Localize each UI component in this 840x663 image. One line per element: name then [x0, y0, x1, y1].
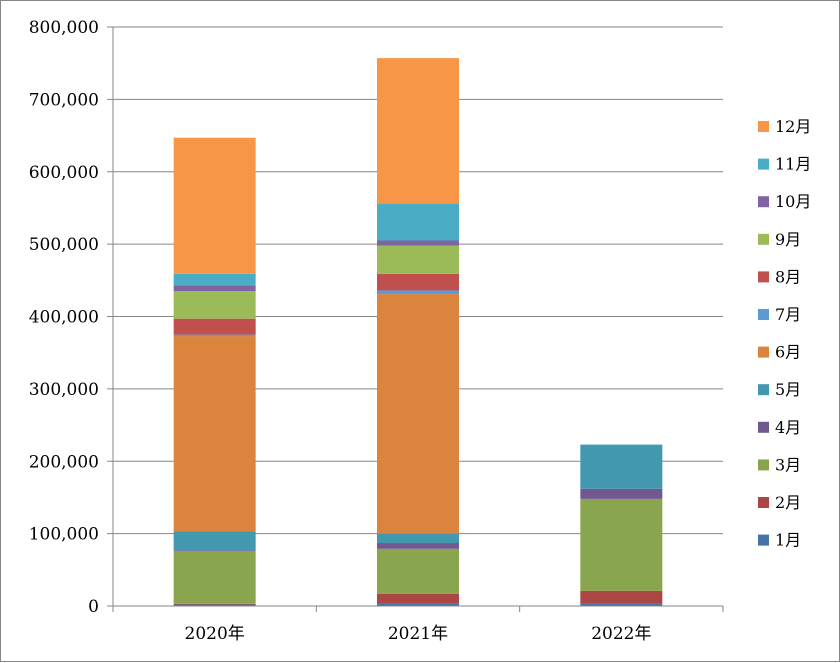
y-tick-label: 300,000 — [29, 380, 99, 400]
bar-segment — [377, 290, 459, 295]
legend-label: 8月 — [775, 267, 801, 286]
legend-swatch — [758, 497, 769, 508]
bars — [173, 58, 663, 606]
x-category-label: 2022年 — [591, 624, 651, 644]
bar-segment — [377, 240, 459, 246]
x-category-label: 2021年 — [388, 624, 448, 644]
bar-segment — [173, 285, 256, 292]
legend-label: 11月 — [775, 155, 811, 174]
y-tick-label: 400,000 — [29, 308, 99, 328]
bar-segment — [377, 203, 459, 241]
bar-segment — [580, 488, 663, 499]
bar-segment — [173, 137, 256, 274]
y-tick-label: 500,000 — [29, 235, 99, 255]
bar-segment — [377, 548, 459, 594]
y-tick-label: 200,000 — [29, 452, 99, 472]
y-tick-label: 700,000 — [29, 90, 99, 110]
bar-segment — [173, 318, 256, 335]
y-tick-labels: 0 100,000 200,000 300,000 400,000 500,000 600,… — [29, 18, 99, 617]
legend-swatch — [758, 121, 769, 132]
legend-swatch — [758, 459, 769, 471]
bar-segment — [580, 444, 663, 489]
legend-swatch — [758, 158, 769, 170]
legend-label: 2月 — [775, 493, 801, 512]
bar-segment — [377, 603, 459, 606]
bar-segment — [173, 336, 256, 532]
bar-segment — [580, 590, 663, 604]
legend-swatch — [758, 346, 769, 358]
bar-segment — [377, 543, 459, 549]
bar-segment — [377, 245, 459, 274]
bar-segment — [377, 593, 459, 604]
bar-segment — [173, 273, 256, 286]
legend-swatch — [758, 421, 769, 433]
legend-label: 9月 — [775, 230, 801, 249]
bar-segment — [377, 533, 459, 544]
legend-label: 12月 — [775, 117, 811, 136]
legend-swatch — [758, 196, 769, 208]
axes — [107, 26, 724, 612]
legend-label: 5月 — [775, 380, 801, 399]
legend-label: 4月 — [775, 418, 801, 437]
legend: 12月 11月 10月 9月 8月 7月 6月 5月 4月 3月 2月 1月 — [758, 117, 811, 550]
legend-swatch — [758, 271, 769, 283]
legend-swatch — [758, 384, 769, 396]
bar-segment — [580, 603, 663, 606]
legend-label: 1月 — [775, 531, 801, 550]
bar-segment — [173, 550, 256, 551]
bar-segment — [377, 273, 459, 291]
legend-label: 7月 — [775, 305, 801, 324]
legend-swatch — [758, 309, 769, 320]
y-tick-label: 0 — [88, 597, 99, 617]
legend-label: 3月 — [775, 455, 801, 474]
y-tick-label: 600,000 — [29, 163, 99, 183]
y-tick-label: 100,000 — [29, 525, 99, 545]
legend-swatch — [758, 233, 769, 245]
legend-swatch — [758, 534, 769, 546]
bar-segment — [377, 294, 459, 534]
bar-segment — [173, 291, 256, 319]
bar-segment — [173, 531, 256, 551]
bar-segment — [580, 498, 663, 591]
bar-segment — [377, 58, 459, 204]
y-tick-label: 800,000 — [29, 18, 99, 38]
bar-segment — [173, 550, 256, 604]
bar-segment — [173, 334, 256, 337]
bar-segment — [173, 603, 256, 605]
x-category-label: 2020年 — [185, 624, 245, 644]
legend-label: 6月 — [775, 343, 801, 362]
legend-label: 10月 — [775, 192, 811, 211]
bar-segment — [173, 604, 256, 606]
x-category-labels: 2020年 2021年 2022年 — [185, 624, 652, 644]
